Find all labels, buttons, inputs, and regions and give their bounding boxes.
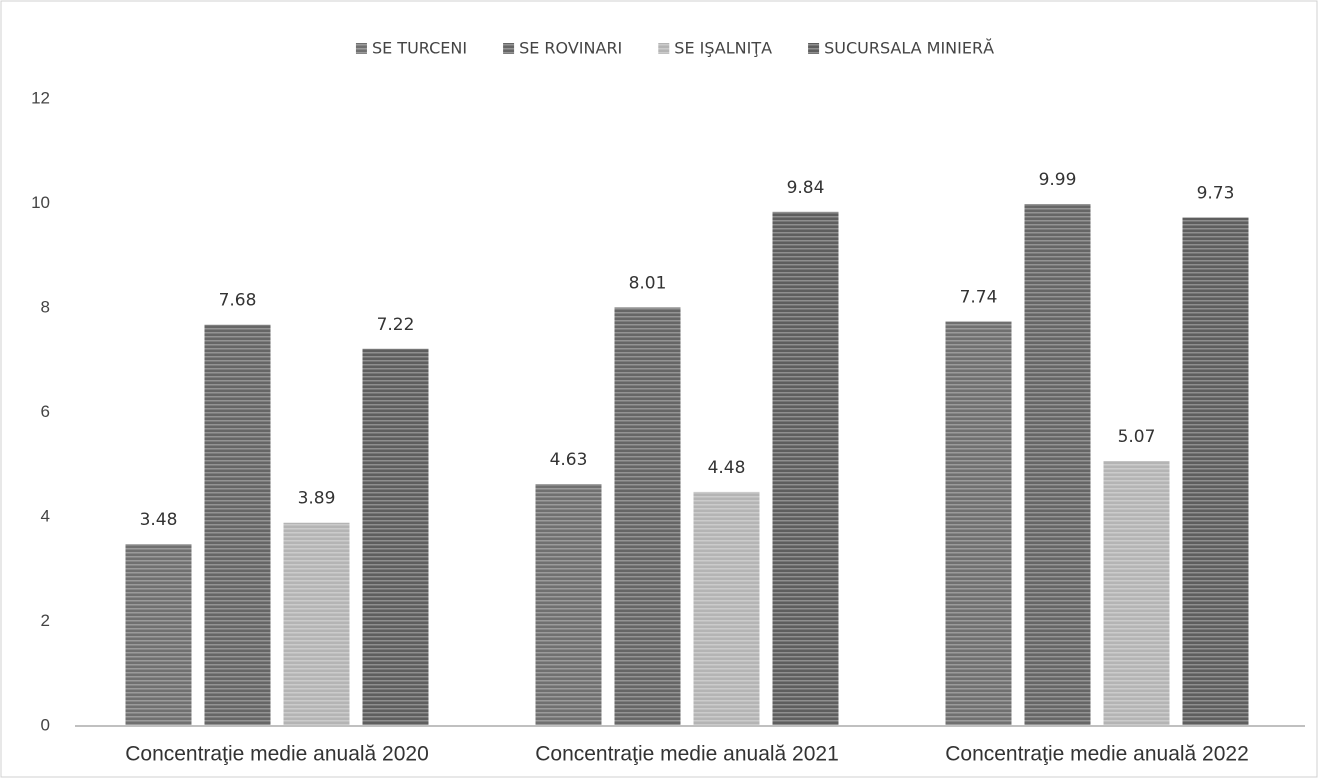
y-tick-label: 6 bbox=[41, 402, 50, 421]
data-label: 7.22 bbox=[377, 315, 415, 335]
bar bbox=[125, 544, 192, 726]
legend: SE TURCENI SE ROVINARI SE IŞALNIŢA SUCURSAL… bbox=[355, 39, 994, 58]
legend-swatch bbox=[808, 43, 820, 54]
data-label: 8.01 bbox=[629, 273, 667, 293]
data-label: 9.99 bbox=[1039, 170, 1077, 190]
y-tick-label: 0 bbox=[41, 715, 50, 734]
bar bbox=[614, 307, 681, 726]
legend-swatch bbox=[658, 43, 670, 54]
data-label: 9.84 bbox=[787, 178, 825, 198]
data-label: 9.73 bbox=[1197, 184, 1235, 204]
y-tick-label: 8 bbox=[41, 297, 50, 316]
legend-label: SE IŞALNIŢA bbox=[674, 39, 772, 58]
bar bbox=[945, 321, 1012, 726]
legend-label: SE TURCENI bbox=[372, 39, 467, 58]
legend-swatch bbox=[503, 43, 515, 54]
y-tick-label: 2 bbox=[41, 611, 50, 630]
legend-swatch bbox=[355, 43, 367, 54]
data-label: 3.48 bbox=[140, 510, 178, 530]
data-label: 7.68 bbox=[219, 291, 257, 311]
y-tick-label: 10 bbox=[31, 193, 50, 212]
bar bbox=[283, 522, 350, 726]
bar bbox=[1182, 217, 1249, 727]
y-tick-label: 12 bbox=[31, 88, 50, 107]
bar bbox=[204, 324, 271, 726]
y-tick-label: 4 bbox=[41, 506, 50, 525]
bar bbox=[1024, 204, 1091, 726]
data-label: 4.63 bbox=[550, 450, 588, 470]
legend-label: SE ROVINARI bbox=[519, 39, 622, 58]
bar bbox=[362, 348, 429, 726]
data-label: 3.89 bbox=[298, 489, 336, 509]
bar bbox=[535, 484, 602, 726]
data-label: 5.07 bbox=[1118, 427, 1156, 447]
bar bbox=[1103, 461, 1170, 726]
x-tick-label: Concentraţie medie anuală 2021 bbox=[535, 743, 839, 766]
bar bbox=[772, 211, 839, 727]
data-label: 7.74 bbox=[960, 288, 998, 308]
bar bbox=[693, 491, 760, 726]
legend-label: SUCURSALA MINIERĂ bbox=[824, 39, 994, 58]
x-tick-label: Concentraţie medie anuală 2020 bbox=[125, 743, 429, 766]
x-tick-label: Concentraţie medie anuală 2022 bbox=[945, 743, 1249, 766]
data-label: 4.48 bbox=[708, 458, 746, 478]
